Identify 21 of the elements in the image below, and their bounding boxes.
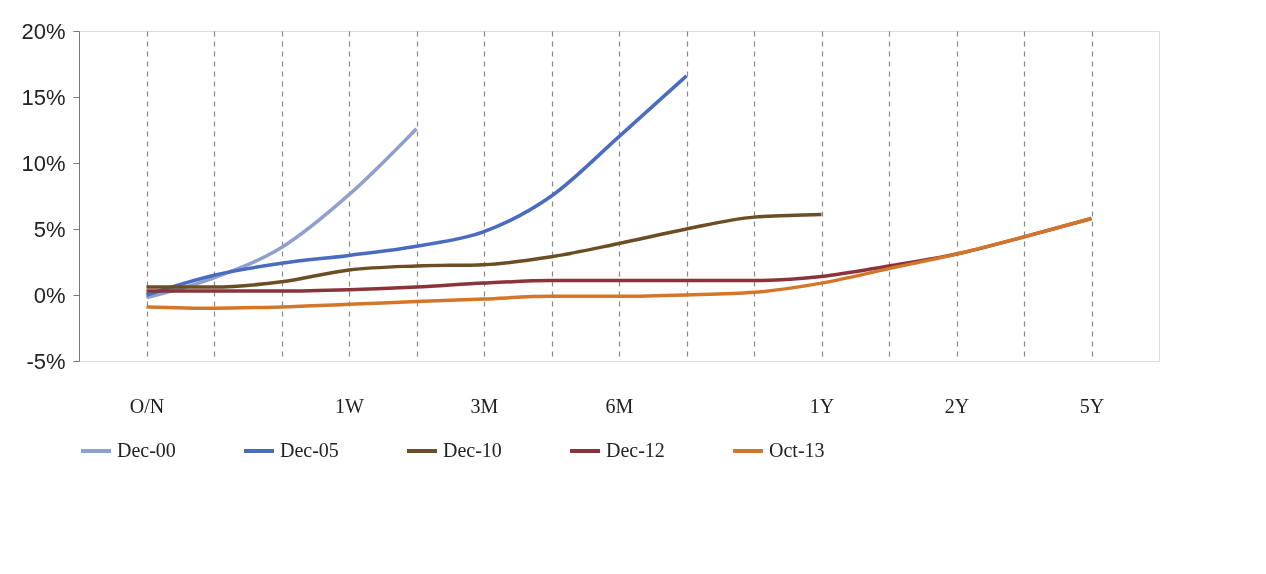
x-tick-label: 5Y	[1079, 394, 1105, 417]
y-tick-label: 20%	[21, 18, 66, 44]
x-tick-label: O/N	[129, 394, 165, 417]
legend-label: Dec-12	[606, 439, 665, 461]
y-tick-label: -5%	[26, 348, 66, 374]
legend-label: Oct-13	[769, 439, 825, 461]
x-tick-label: 6M	[605, 394, 634, 417]
legend-label: Dec-00	[117, 439, 176, 461]
x-tick-label: 2Y	[944, 394, 970, 417]
y-tick-label: 5%	[33, 216, 66, 242]
y-tick-label: 15%	[21, 84, 66, 110]
legend-label: Dec-05	[280, 439, 339, 461]
line-series	[144, 216, 1094, 310]
x-tick-label: 3M	[470, 394, 499, 417]
line-series	[144, 74, 689, 297]
line-series	[144, 212, 824, 289]
legend-label: Dec-10	[443, 439, 502, 461]
y-tick-label: 10%	[21, 150, 66, 176]
x-tick-label: 1Y	[809, 394, 835, 417]
x-tick-label: 1W	[335, 394, 365, 417]
y-tick-label: 0%	[33, 282, 66, 308]
